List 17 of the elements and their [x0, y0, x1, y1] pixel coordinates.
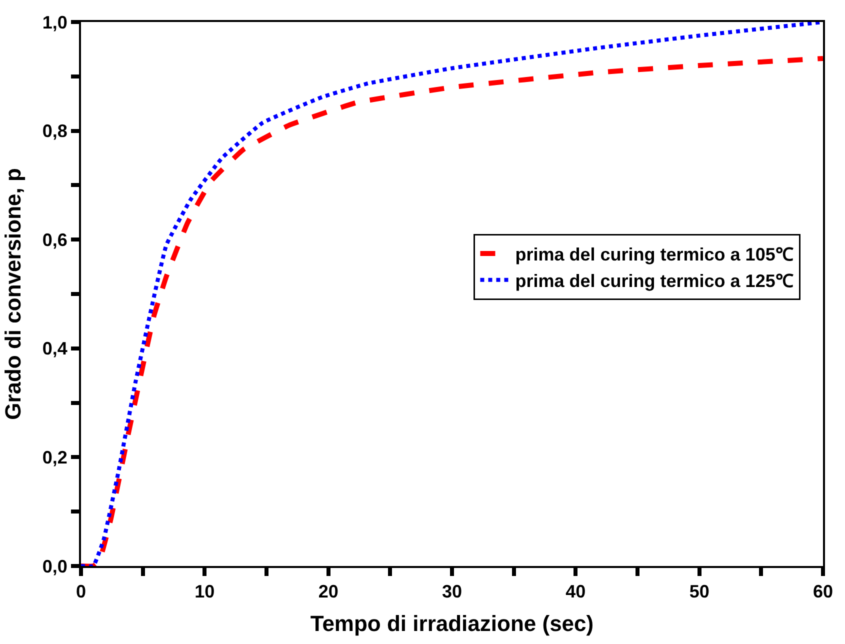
y-tick-label: 0,6	[42, 230, 68, 250]
x-tick-label: 40	[566, 582, 586, 602]
x-tick-label: 20	[318, 582, 338, 602]
legend-label: prima del curing termico a 125℃	[515, 270, 794, 291]
x-tick-label: 50	[689, 582, 710, 602]
x-tick-label: 10	[194, 582, 215, 602]
y-tick-label: 0,0	[42, 556, 68, 576]
legend-label: prima del curing termico a 105℃	[515, 244, 794, 265]
x-tick-label: 60	[812, 582, 834, 602]
x-axis-title: Tempo di irradiazione (sec)	[310, 611, 594, 636]
y-tick-label: 0,8	[42, 121, 68, 142]
y-tick-label: 0,2	[42, 448, 68, 468]
y-tick-label: 1,0	[42, 12, 68, 32]
y-axis-title: Grado di conversione, p	[0, 168, 26, 420]
x-tick-label: 30	[442, 582, 462, 602]
x-tick-label: 0	[76, 582, 86, 602]
y-tick-label: 0,4	[42, 338, 68, 359]
